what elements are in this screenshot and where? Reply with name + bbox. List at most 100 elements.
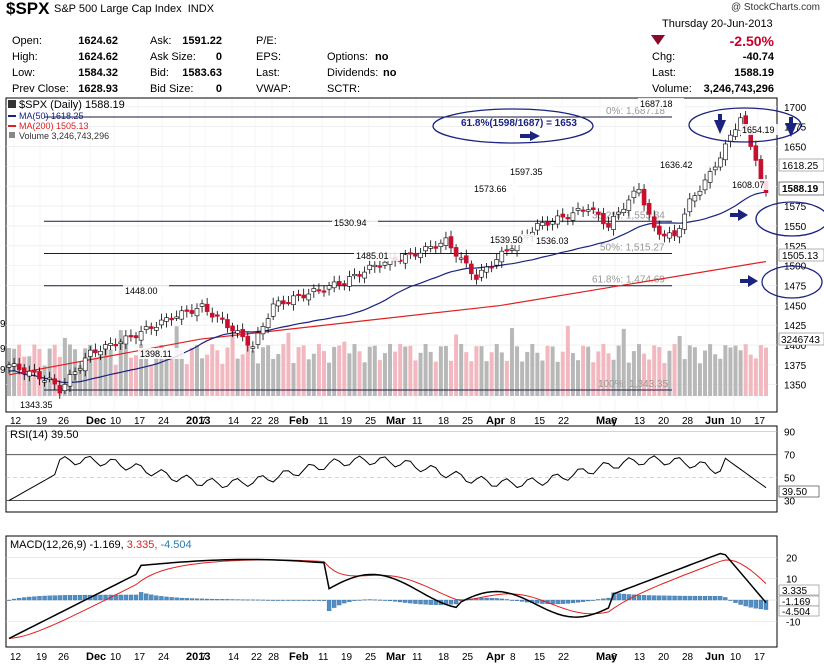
volume-bar (200, 358, 205, 396)
macd-tick-label: -10 (786, 617, 801, 628)
x-tick-label: Dec (86, 651, 106, 663)
volume-bar (581, 345, 586, 396)
macd-hist-bar (352, 599, 357, 601)
candle-body (692, 195, 698, 202)
candle-body (499, 250, 505, 263)
ask-label: Ask: (150, 35, 172, 47)
candles (6, 111, 769, 399)
macd-hist-bar (321, 599, 327, 601)
bid-label: Bid: (150, 67, 169, 79)
x-tick-label: 26 (58, 416, 70, 427)
volume-bar (642, 353, 647, 396)
volume-bar (291, 363, 296, 396)
candle-body (438, 242, 444, 247)
macd-hist-bar (128, 594, 134, 601)
x-tick-label: 22 (558, 652, 570, 663)
macd-hist-bar (652, 595, 657, 601)
macd-hist-bar (748, 599, 753, 608)
rsi-panel-frame (5, 425, 778, 513)
volume-bar (454, 334, 459, 396)
candle-body (306, 293, 312, 301)
x-tick-label: 10 (730, 652, 742, 663)
x-tick-label: May (596, 415, 618, 427)
macd-tag-macd: -1.169 (782, 597, 811, 608)
legend-volume-swatch (9, 132, 15, 138)
x-tick-label: 25 (365, 652, 377, 663)
x-tick-label: 17 (134, 416, 146, 427)
x-tick-label: 15 (534, 652, 546, 663)
volume-bar (520, 361, 525, 396)
volume-bar (677, 335, 682, 396)
x-tick-label: 17 (754, 416, 766, 427)
macd-hist-bar (428, 599, 433, 605)
x-tick-label: 25 (462, 652, 474, 663)
volume-bar (474, 346, 479, 396)
macd-hist-bar (291, 599, 296, 601)
candle-body (291, 295, 296, 306)
volume-bar (464, 352, 469, 396)
volume-bar (408, 345, 413, 396)
macd-hist-bar (728, 599, 733, 601)
macd-hist-bar (118, 594, 123, 601)
volume-bar (281, 344, 286, 396)
candle-body (601, 213, 606, 225)
macd-hist-bar (519, 599, 525, 602)
x-tick-label: 11 (318, 416, 329, 427)
x-tick-label: 14 (228, 652, 240, 663)
symbol: $SPX (6, 0, 50, 18)
copyright: @ StockCharts.com (730, 2, 820, 13)
volume-bar (489, 352, 494, 396)
volume-bar (393, 351, 398, 396)
candle-body (682, 213, 688, 230)
macd-hist-bar (6, 599, 12, 601)
candle-body (428, 246, 433, 249)
macd-hist-bar (149, 594, 154, 601)
volume-bar (565, 326, 570, 396)
price-tick-label: 1400 (784, 341, 807, 352)
x-tick-label: 11 (318, 652, 329, 663)
volume-bar (296, 347, 301, 396)
candle-body (250, 346, 256, 349)
x-tick-label: 13 (634, 652, 646, 663)
x-tick-label: 28 (682, 416, 694, 427)
volume-bar (535, 352, 540, 396)
annotation-label: 1654.19 (742, 125, 775, 135)
volume-bar (301, 345, 306, 396)
candle-body (154, 326, 159, 331)
macd-hist-bar (332, 599, 337, 608)
macd-hist-bar (692, 595, 698, 601)
candle-body (230, 325, 235, 332)
macd-hist-bar (372, 599, 377, 601)
macd-hist-bar (621, 593, 626, 601)
volume-bar (504, 360, 509, 396)
x-tick-label: 7 (201, 416, 207, 427)
macd-hist-bar (17, 598, 22, 601)
options-value: no (375, 51, 389, 63)
macd-hist-bar (42, 595, 47, 601)
candle-body (240, 329, 246, 338)
volume-bar (692, 347, 697, 396)
volume-bar (220, 363, 225, 396)
annotation-bg (472, 183, 518, 194)
volume-bar (78, 365, 83, 396)
price-tick-label: 1700 (784, 103, 807, 114)
candle-body (179, 310, 185, 320)
macd-hist-bar (235, 599, 240, 601)
volume-bar (449, 360, 454, 396)
candle-body (575, 208, 581, 211)
candle-body (463, 255, 469, 264)
macd-hist-bar (98, 594, 103, 601)
volume-bar (606, 353, 611, 396)
candle-body (651, 216, 657, 228)
macd-hist-bar (479, 597, 484, 601)
macd-hist-bar (194, 598, 200, 601)
target-ellipse-low (761, 265, 823, 299)
volume-bar (509, 328, 514, 396)
tag-ma200: 1505.13 (782, 251, 819, 262)
price-axis: 1700167516501625160015751550152515001475… (784, 103, 807, 392)
ma200-line (8, 260, 767, 376)
quote-date: Thursday 20-Jun-2013 (662, 18, 773, 30)
price-tick-label: 1350 (784, 381, 807, 392)
macd-hist-bar (210, 598, 215, 601)
price-legend: $SPX (Daily) 1588.19 MA(50) 1618.25 MA(2… (8, 99, 125, 141)
